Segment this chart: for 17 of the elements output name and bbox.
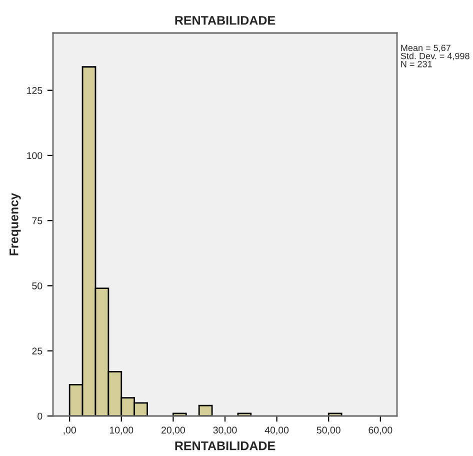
y-tick-label: 100 <box>27 152 42 160</box>
text: Mean = 5,67 Std. Dev. = 4,998 N = 231 <box>400 44 470 68</box>
x-tick-label: 10,00 <box>110 426 134 435</box>
y-tick-label: 75 <box>32 217 42 224</box>
x-axis-title: RENTABILIDADE <box>175 441 276 450</box>
y-tick-label: 0 <box>38 412 42 420</box>
y-axis-title: Frequency <box>10 192 21 256</box>
y-tick-label: 25 <box>32 348 42 354</box>
x-tick-label: 60,00 <box>368 426 392 435</box>
x-tick-label: 30,00 <box>213 426 237 435</box>
y-tick-label: 125 <box>27 87 42 94</box>
x-tick-label: 50,00 <box>316 426 340 435</box>
y-tick-label: 50 <box>32 282 42 290</box>
chart-title: RENTABILIDADE <box>175 16 276 25</box>
x-tick-label: 40,00 <box>264 426 289 435</box>
x-tick-label: 20,00 <box>162 426 185 435</box>
x-tick-label: ,00 <box>64 426 76 435</box>
